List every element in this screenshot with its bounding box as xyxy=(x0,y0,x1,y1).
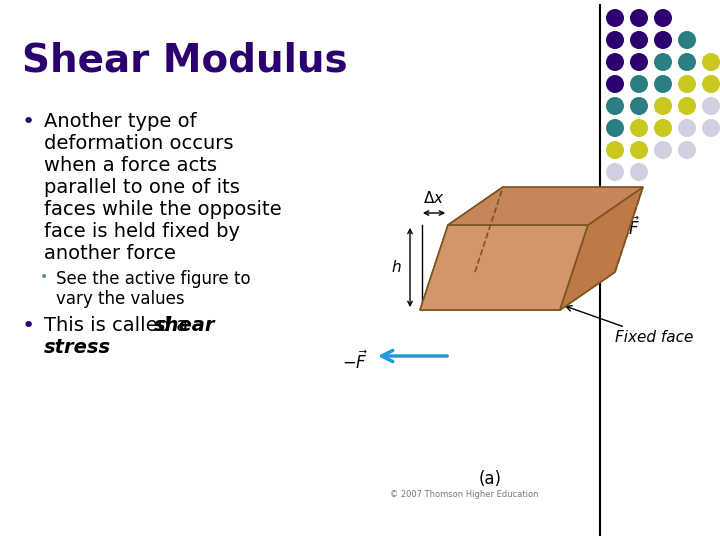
Circle shape xyxy=(630,31,648,49)
Circle shape xyxy=(630,97,648,115)
Text: face is held fixed by: face is held fixed by xyxy=(44,222,240,241)
Circle shape xyxy=(654,9,672,27)
Circle shape xyxy=(630,9,648,27)
Text: faces while the opposite: faces while the opposite xyxy=(44,200,282,219)
Polygon shape xyxy=(420,272,615,310)
Circle shape xyxy=(654,97,672,115)
Text: •: • xyxy=(22,316,35,336)
Circle shape xyxy=(702,119,720,137)
Text: Shear Modulus: Shear Modulus xyxy=(22,42,348,80)
Text: •: • xyxy=(22,112,35,132)
Circle shape xyxy=(654,119,672,137)
Circle shape xyxy=(678,141,696,159)
Text: © 2007 Thomson Higher Education: © 2007 Thomson Higher Education xyxy=(390,490,539,499)
Text: when a force acts: when a force acts xyxy=(44,156,217,175)
Text: shear: shear xyxy=(154,316,215,335)
Text: Fixed face: Fixed face xyxy=(566,306,693,345)
Text: (a): (a) xyxy=(479,470,502,488)
Text: stress: stress xyxy=(44,338,111,357)
Text: vary the values: vary the values xyxy=(56,290,184,308)
Circle shape xyxy=(678,53,696,71)
Circle shape xyxy=(606,9,624,27)
Text: another force: another force xyxy=(44,244,176,263)
Text: $A$: $A$ xyxy=(508,207,521,223)
Circle shape xyxy=(606,31,624,49)
Circle shape xyxy=(654,53,672,71)
Text: $h$: $h$ xyxy=(392,260,402,275)
Text: $\vec{F}$: $\vec{F}$ xyxy=(628,217,640,239)
Polygon shape xyxy=(420,187,503,310)
Circle shape xyxy=(678,119,696,137)
Polygon shape xyxy=(420,225,588,310)
Circle shape xyxy=(654,31,672,49)
Polygon shape xyxy=(560,187,643,310)
Text: parallel to one of its: parallel to one of its xyxy=(44,178,240,197)
Text: •: • xyxy=(40,270,48,284)
Circle shape xyxy=(606,163,624,181)
Circle shape xyxy=(606,141,624,159)
Circle shape xyxy=(678,75,696,93)
Circle shape xyxy=(678,31,696,49)
Text: This is called a: This is called a xyxy=(44,316,194,335)
Circle shape xyxy=(702,53,720,71)
Circle shape xyxy=(678,97,696,115)
Circle shape xyxy=(630,53,648,71)
Circle shape xyxy=(606,75,624,93)
Circle shape xyxy=(654,141,672,159)
Circle shape xyxy=(654,75,672,93)
Text: $-\vec{F}$: $-\vec{F}$ xyxy=(342,351,368,373)
Circle shape xyxy=(702,97,720,115)
Text: deformation occurs: deformation occurs xyxy=(44,134,233,153)
Circle shape xyxy=(606,119,624,137)
Circle shape xyxy=(606,97,624,115)
Circle shape xyxy=(630,163,648,181)
Text: $\Delta x$: $\Delta x$ xyxy=(423,190,445,206)
Circle shape xyxy=(630,75,648,93)
Text: Another type of: Another type of xyxy=(44,112,197,131)
Circle shape xyxy=(606,53,624,71)
Circle shape xyxy=(702,75,720,93)
Circle shape xyxy=(630,141,648,159)
Polygon shape xyxy=(448,187,643,225)
Circle shape xyxy=(630,119,648,137)
Text: See the active figure to: See the active figure to xyxy=(56,270,251,288)
